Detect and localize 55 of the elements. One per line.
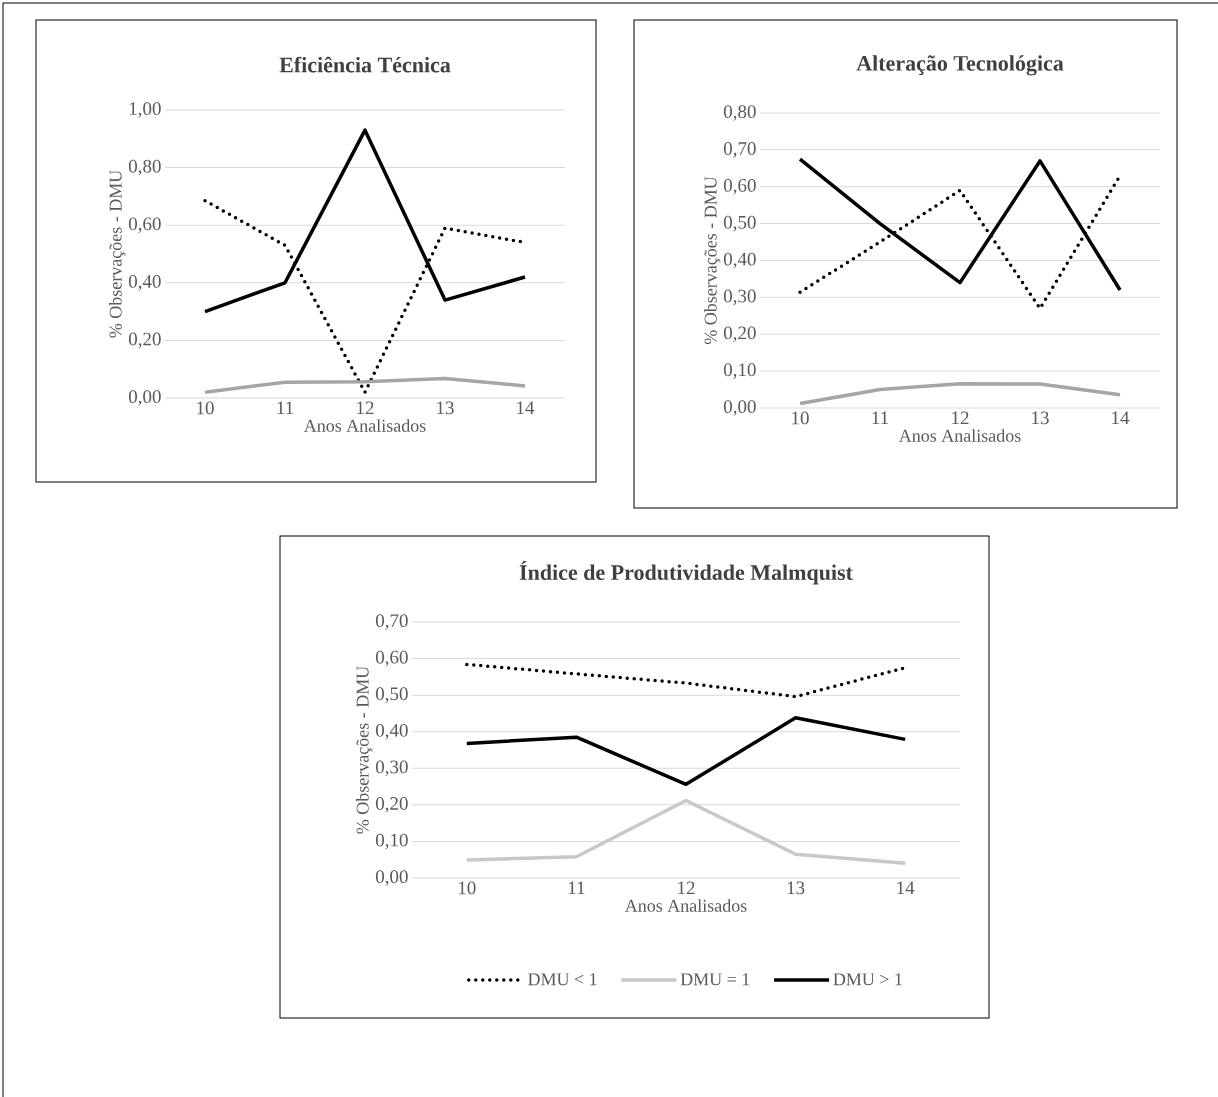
x-tick-label: 14 [517, 401, 535, 415]
legend-label: DMU > 1 [833, 973, 902, 986]
chart-title: Alteração Tecnológica [856, 55, 1064, 76]
line-series [798, 381, 1122, 406]
y-tick-label: 0,60 [375, 650, 408, 667]
y-tick-label: 0,20 [375, 797, 408, 813]
y-tick-label: 0,00 [375, 870, 408, 886]
y-tick-label: 0,20 [128, 332, 161, 349]
x-tick-label: 10 [792, 411, 809, 425]
y-tick-label: 0,60 [128, 217, 161, 233]
chart-title: Índice de Produtividade Malmquist [519, 560, 853, 585]
y-axis-title: % Observações - DMU [704, 176, 721, 345]
y-tick-label: 0,00 [128, 390, 161, 406]
x-tick-label: 12 [952, 411, 969, 425]
x-axis-title: Anos Analisados [624, 899, 747, 912]
y-tick-label: 0,50 [723, 215, 756, 232]
x-tick-label: 11 [568, 881, 585, 895]
x-tick-label: 13 [437, 401, 454, 415]
y-tick-label: 0,40 [375, 723, 408, 740]
y-axis-title: % Observações - DMU [109, 170, 126, 338]
y-tick-label: 1,00 [129, 102, 161, 118]
x-tick-label: 12 [678, 881, 695, 895]
y-tick-label: 0,80 [723, 105, 756, 121]
y-tick-label: 0,80 [128, 159, 161, 176]
x-tick-label: 13 [787, 881, 805, 895]
y-tick-label: 0,10 [723, 363, 756, 379]
line-series [465, 662, 907, 699]
chart-title: Eficiência Técnica [279, 56, 451, 73]
x-axis-title: Anos Analisados [898, 429, 1021, 442]
y-tick-label: 0,10 [375, 833, 408, 850]
y-tick-label: 0,70 [375, 614, 408, 630]
x-tick-label: 13 [1032, 411, 1049, 425]
x-axis-title: Anos Analisados [303, 419, 426, 432]
x-tick-label: 10 [197, 401, 214, 415]
y-tick-label: 0,20 [723, 326, 756, 343]
y-tick-label: 0,00 [723, 400, 756, 416]
legend-label: DMU < 1 [528, 973, 597, 986]
x-tick-label: 14 [1112, 411, 1130, 425]
y-tick-label: 0,70 [723, 142, 756, 158]
y-tick-label: 0,50 [375, 687, 408, 703]
y-tick-label: 0,40 [723, 252, 756, 269]
x-tick-label: 11 [277, 401, 294, 415]
x-tick-label: 14 [897, 881, 915, 895]
x-tick-label: 12 [357, 401, 374, 415]
y-tick-label: 0,30 [375, 760, 408, 777]
y-axis-title: % Observações - DMU [356, 666, 373, 834]
line-series [465, 716, 907, 787]
x-tick-label: 11 [872, 411, 889, 425]
legend-label: DMU = 1 [680, 973, 750, 986]
line-series [465, 798, 907, 866]
y-tick-label: 0,40 [128, 275, 161, 291]
x-tick-label: 10 [458, 881, 476, 895]
line-series [203, 376, 527, 394]
y-tick-label: 0,30 [723, 289, 756, 306]
y-tick-label: 0,60 [723, 178, 756, 195]
